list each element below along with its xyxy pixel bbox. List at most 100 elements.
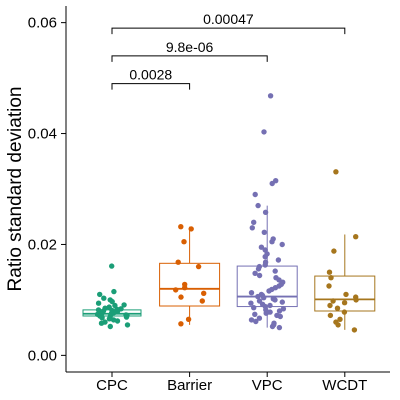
point-barrier bbox=[201, 290, 207, 296]
point-vpc bbox=[269, 239, 275, 245]
box-barrier bbox=[159, 226, 221, 325]
point-wcdt bbox=[341, 300, 348, 306]
point-wcdt bbox=[327, 302, 333, 309]
point-wcdt bbox=[351, 327, 358, 333]
point-cpc bbox=[123, 314, 130, 320]
bracket-line bbox=[111, 83, 191, 90]
y-axis-label: Ratio standard deviation bbox=[5, 87, 26, 292]
point-wcdt bbox=[326, 269, 333, 275]
point-wcdt bbox=[337, 316, 343, 322]
point-barrier bbox=[195, 263, 202, 270]
point-cpc bbox=[111, 288, 117, 295]
point-barrier bbox=[188, 226, 194, 232]
point-barrier bbox=[175, 259, 181, 265]
point-vpc bbox=[266, 288, 272, 294]
point-vpc bbox=[252, 191, 258, 198]
point-wcdt bbox=[353, 234, 359, 240]
y-tick-label: 0.00 bbox=[28, 347, 57, 364]
point-vpc bbox=[276, 324, 283, 331]
point-vpc bbox=[269, 323, 276, 330]
point-cpc bbox=[124, 322, 131, 328]
p-value-label: 0.00047 bbox=[203, 11, 254, 27]
point-vpc bbox=[263, 310, 269, 316]
x-ticks: CPC Barrier VPC WCDT bbox=[96, 372, 367, 394]
point-cpc bbox=[101, 295, 107, 301]
point-barrier bbox=[199, 298, 205, 304]
point-vpc bbox=[255, 293, 261, 300]
point-cpc bbox=[109, 263, 115, 269]
axes: 0.00 0.02 0.04 0.06 CPC Barrier VPC WCDT bbox=[28, 6, 390, 394]
data-points bbox=[94, 93, 359, 333]
point-vpc bbox=[267, 93, 274, 99]
point-vpc bbox=[252, 311, 258, 317]
point-vpc bbox=[279, 241, 285, 248]
point-wcdt bbox=[326, 283, 332, 289]
x-tick-label-wcdt: WCDT bbox=[322, 377, 367, 394]
point-vpc bbox=[248, 290, 255, 296]
point-barrier bbox=[182, 285, 188, 291]
point-barrier bbox=[173, 287, 179, 293]
point-vpc bbox=[262, 262, 268, 268]
point-cpc bbox=[95, 300, 102, 306]
point-barrier bbox=[181, 239, 187, 245]
point-cpc bbox=[98, 320, 105, 326]
point-wcdt bbox=[334, 305, 341, 311]
point-wcdt bbox=[333, 169, 339, 175]
point-cpc bbox=[109, 298, 115, 305]
point-vpc bbox=[255, 202, 261, 209]
point-vpc bbox=[262, 254, 268, 260]
point-vpc bbox=[262, 209, 269, 215]
point-cpc bbox=[107, 323, 114, 330]
point-wcdt bbox=[353, 297, 359, 303]
point-vpc bbox=[275, 257, 282, 263]
point-vpc bbox=[253, 318, 259, 325]
point-cpc bbox=[99, 315, 105, 321]
point-barrier bbox=[178, 294, 184, 300]
point-wcdt bbox=[330, 298, 336, 304]
point-vpc bbox=[249, 225, 255, 231]
point-vpc bbox=[269, 180, 275, 187]
point-vpc bbox=[258, 244, 265, 250]
point-barrier bbox=[185, 316, 192, 322]
point-vpc bbox=[252, 270, 258, 276]
point-wcdt bbox=[335, 322, 341, 328]
point-vpc bbox=[272, 297, 278, 303]
point-cpc bbox=[97, 291, 103, 298]
point-vpc bbox=[251, 219, 257, 225]
point-barrier bbox=[178, 321, 184, 327]
point-cpc bbox=[106, 316, 113, 322]
point-vpc bbox=[267, 302, 273, 309]
point-cpc bbox=[121, 302, 127, 308]
point-vpc bbox=[261, 295, 267, 301]
point-vpc bbox=[261, 129, 267, 135]
point-wcdt bbox=[328, 275, 334, 281]
y-tick-label: 0.02 bbox=[28, 236, 57, 253]
p-value-label: 0.0028 bbox=[129, 67, 172, 83]
point-wcdt bbox=[343, 291, 349, 298]
point-cpc bbox=[114, 318, 121, 324]
box-wcdt bbox=[314, 234, 376, 330]
point-barrier bbox=[178, 224, 184, 230]
box-iqr bbox=[236, 265, 298, 308]
significance-bracket: 0.00047 bbox=[111, 11, 346, 35]
point-vpc bbox=[256, 272, 263, 279]
point-vpc bbox=[248, 317, 255, 323]
point-vpc bbox=[251, 305, 257, 311]
bracket-line bbox=[111, 27, 346, 35]
point-vpc bbox=[276, 308, 283, 314]
point-vpc bbox=[256, 315, 263, 321]
boxes bbox=[82, 205, 376, 330]
point-vpc bbox=[248, 300, 254, 306]
y-ticks: 0.00 0.02 0.04 0.06 bbox=[28, 15, 66, 364]
point-vpc bbox=[279, 299, 285, 305]
point-vpc bbox=[277, 313, 283, 320]
x-tick-label-barrier: Barrier bbox=[167, 377, 212, 394]
p-value-label: 9.8e-06 bbox=[166, 39, 214, 55]
point-wcdt bbox=[331, 248, 337, 254]
significance-bracket: 0.0028 bbox=[111, 67, 191, 90]
point-vpc bbox=[272, 268, 278, 274]
x-tick-label-cpc: CPC bbox=[96, 377, 128, 394]
point-wcdt bbox=[341, 309, 348, 315]
significance-bracket: 9.8e-06 bbox=[111, 39, 268, 62]
